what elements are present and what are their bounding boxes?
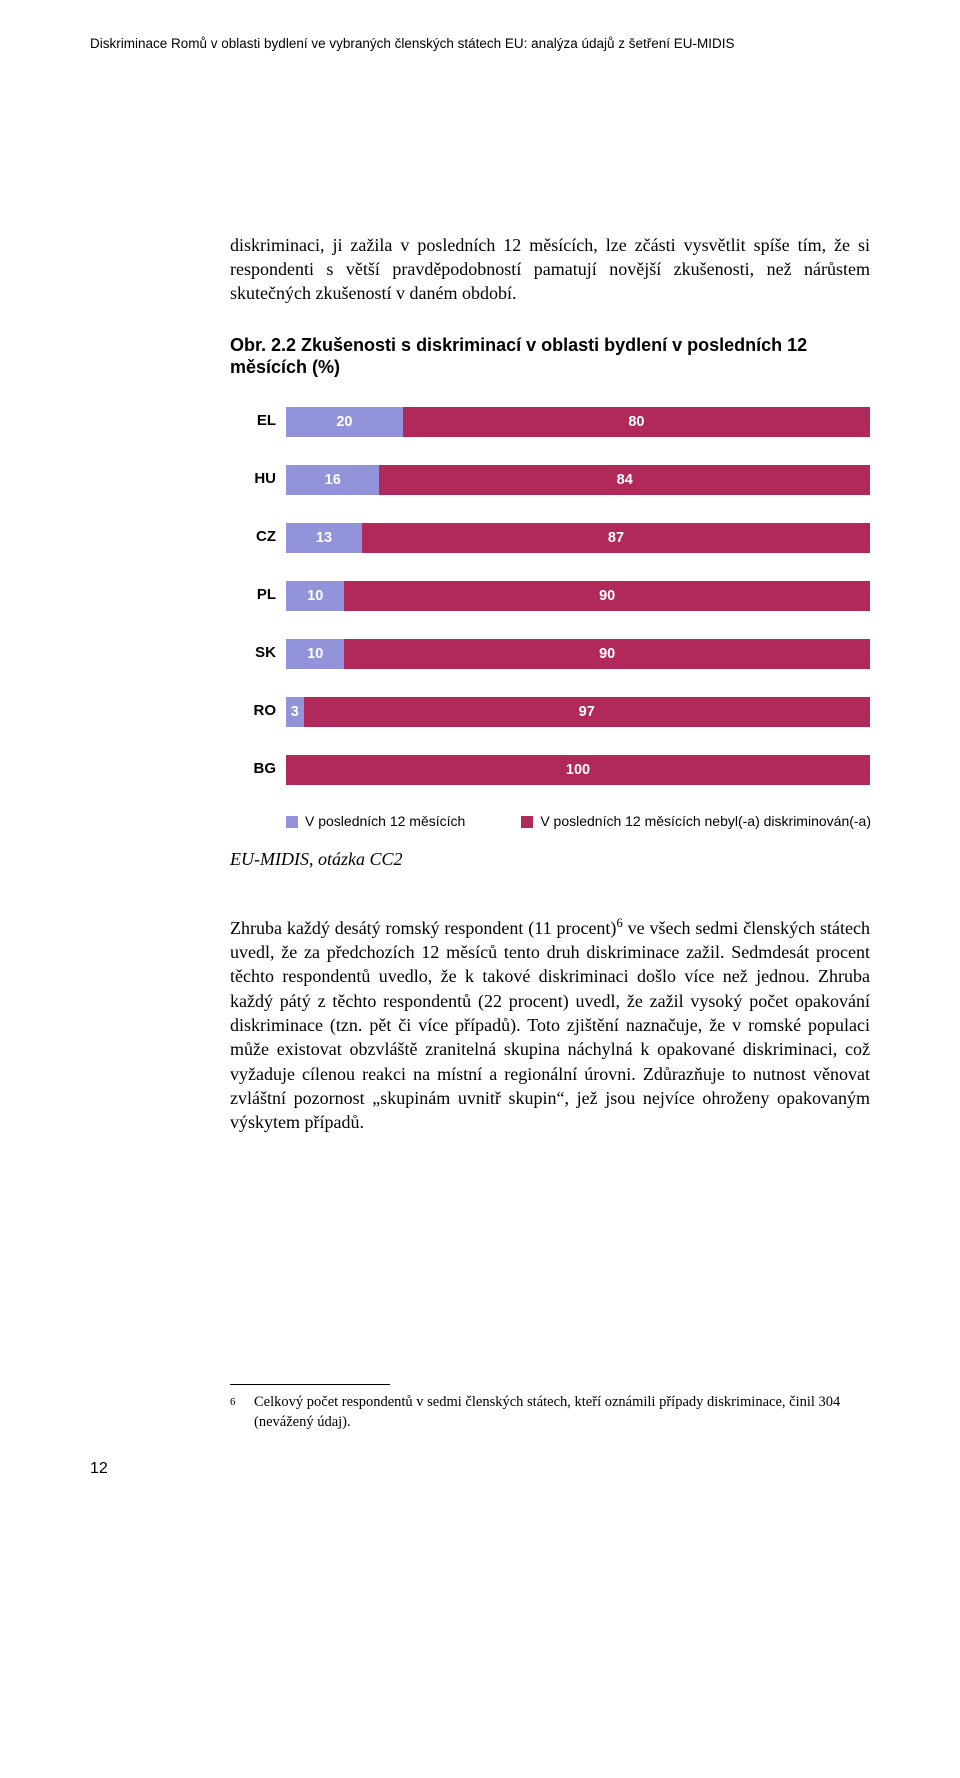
bar-category-label: EL	[240, 412, 286, 431]
chart-legend: V posledních 12 měsících V posledních 12…	[286, 813, 880, 831]
stacked-bar-chart: EL2080HU1684CZ1387PL1090SK1090RO397BG100	[240, 407, 870, 785]
document-running-header: Diskriminace Romů v oblasti bydlení ve v…	[90, 36, 880, 53]
bar-segment-no: 84	[379, 465, 870, 495]
bar-row: EL2080	[240, 407, 870, 437]
bar-row: PL1090	[240, 581, 870, 611]
bar-segment-no: 100	[286, 755, 870, 785]
bar-segment-yes: 13	[286, 523, 362, 553]
bar-category-label: SK	[240, 644, 286, 663]
bar-segment-no: 90	[344, 581, 870, 611]
bar-row: RO397	[240, 697, 870, 727]
bar-track: 1387	[286, 523, 870, 553]
legend-label: V posledních 12 měsících	[305, 813, 465, 831]
page-number: 12	[90, 1459, 880, 1479]
bar-track: 100	[286, 755, 870, 785]
footnote-text: Celkový počet respondentů v sedmi člensk…	[254, 1393, 870, 1432]
bar-category-label: PL	[240, 586, 286, 605]
legend-swatch-icon	[286, 816, 298, 828]
bar-segment-no: 97	[304, 697, 870, 727]
paragraph-1: diskriminaci, ji zažila v posledních 12 …	[230, 233, 870, 306]
chart-source: EU-MIDIS, otázka CC2	[230, 848, 880, 871]
bar-track: 1090	[286, 581, 870, 611]
bar-segment-yes: 3	[286, 697, 304, 727]
bar-row: SK1090	[240, 639, 870, 669]
bar-category-label: BG	[240, 760, 286, 779]
bar-track: 1090	[286, 639, 870, 669]
footnote-separator	[230, 1384, 390, 1385]
para2-pre: Zhruba každý desátý romský respondent (1…	[230, 918, 616, 938]
bar-track: 2080	[286, 407, 870, 437]
legend-label: V posledních 12 měsících nebyl(-a) diskr…	[540, 813, 871, 831]
chart-title: Obr. 2.2 Zkušenosti s diskriminací v obl…	[230, 334, 880, 379]
legend-swatch-icon	[521, 816, 533, 828]
bar-category-label: RO	[240, 702, 286, 721]
paragraph-2: Zhruba každý desátý romský respondent (1…	[230, 915, 870, 1135]
legend-item-no: V posledních 12 měsících nebyl(-a) diskr…	[521, 813, 871, 831]
bar-category-label: CZ	[240, 528, 286, 547]
bar-row: BG100	[240, 755, 870, 785]
bar-segment-yes: 10	[286, 639, 344, 669]
bar-segment-yes: 16	[286, 465, 379, 495]
footnote-number: 6	[230, 1393, 240, 1432]
bar-row: CZ1387	[240, 523, 870, 553]
bar-segment-no: 87	[362, 523, 870, 553]
bar-row: HU1684	[240, 465, 870, 495]
legend-item-yes: V posledních 12 měsících	[286, 813, 465, 831]
bar-segment-no: 80	[403, 407, 870, 437]
bar-segment-no: 90	[344, 639, 870, 669]
bar-segment-yes: 20	[286, 407, 403, 437]
bar-category-label: HU	[240, 470, 286, 489]
footnote: 6 Celkový počet respondentů v sedmi člen…	[230, 1393, 870, 1432]
bar-segment-yes: 10	[286, 581, 344, 611]
bar-track: 397	[286, 697, 870, 727]
bar-track: 1684	[286, 465, 870, 495]
para2-post: ve všech sedmi členských státech uvedl, …	[230, 918, 870, 1132]
